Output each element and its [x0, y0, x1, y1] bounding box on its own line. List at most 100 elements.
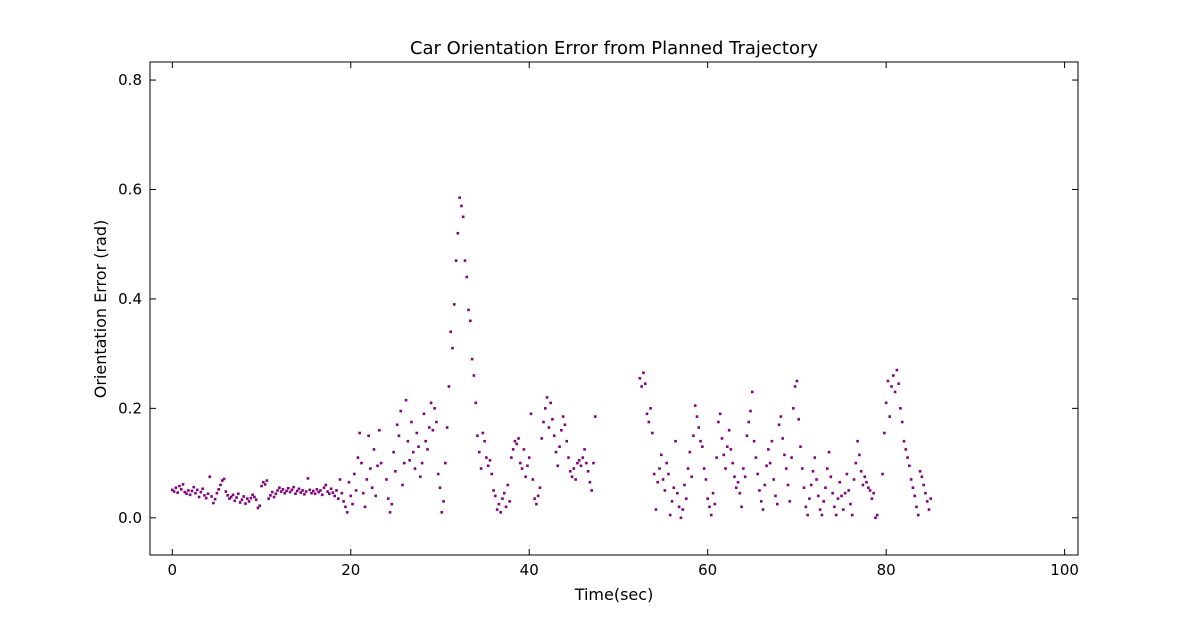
data-point: [551, 418, 554, 421]
data-point: [529, 412, 533, 416]
data-point: [924, 491, 927, 495]
data-point: [552, 434, 556, 438]
data-point: [445, 426, 449, 429]
data-point: [922, 483, 925, 487]
data-point: [370, 486, 374, 489]
data-point: [308, 488, 312, 492]
data-point: [761, 508, 765, 511]
data-point: [272, 495, 276, 499]
data-point: [831, 491, 834, 495]
data-point: [360, 461, 363, 465]
data-point: [875, 513, 879, 517]
plot-frame: [149, 61, 1079, 556]
data-point: [185, 492, 188, 496]
data-point: [485, 456, 488, 459]
data-point: [401, 483, 404, 487]
data-point: [547, 426, 551, 429]
data-point: [527, 456, 531, 459]
data-point: [913, 494, 917, 498]
data-point: [881, 472, 884, 476]
data-point: [374, 494, 378, 498]
data-point: [444, 461, 447, 465]
y-tick-label: 0.2: [118, 399, 142, 417]
data-point: [247, 500, 251, 503]
data-point: [815, 478, 818, 481]
data-point: [254, 498, 258, 502]
data-point: [502, 491, 506, 495]
data-point: [190, 489, 194, 493]
data-point: [440, 511, 444, 514]
data-point: [813, 456, 817, 459]
y-tick-label: 0.0: [118, 509, 142, 527]
data-point: [199, 490, 203, 494]
data-point: [233, 499, 237, 503]
data-point: [884, 401, 888, 405]
data-point: [411, 450, 415, 454]
data-point: [324, 483, 328, 487]
data-point: [701, 445, 704, 448]
data-point: [859, 469, 863, 473]
data-point: [843, 491, 847, 495]
data-point: [883, 431, 886, 435]
data-point: [481, 431, 485, 435]
data-point: [661, 478, 665, 481]
data-point: [178, 484, 181, 488]
data-point: [665, 461, 668, 465]
data-point: [504, 505, 508, 509]
data-point: [292, 485, 295, 489]
data-point: [775, 502, 779, 506]
data-point: [545, 396, 549, 399]
data-point: [658, 467, 661, 470]
data-point: [759, 500, 763, 503]
data-point: [863, 475, 867, 479]
data-point: [454, 259, 458, 262]
data-point: [588, 480, 592, 484]
y-tick-label: 0.8: [118, 71, 142, 89]
data-point: [242, 495, 245, 498]
data-point: [511, 448, 515, 451]
data-point: [572, 467, 576, 470]
data-point: [822, 500, 825, 503]
data-point: [868, 489, 872, 492]
data-point: [538, 486, 542, 489]
data-point: [742, 467, 745, 470]
data-point: [808, 497, 811, 500]
data-point: [640, 385, 643, 388]
data-point: [585, 461, 588, 465]
data-point: [317, 490, 320, 494]
data-point: [306, 477, 310, 480]
data-point: [817, 494, 820, 498]
data-point: [297, 487, 301, 491]
data-point: [278, 486, 281, 489]
data-point: [394, 469, 397, 473]
data-point: [592, 461, 595, 465]
data-point: [392, 450, 395, 454]
data-point: [415, 431, 419, 435]
data-point: [811, 469, 815, 473]
data-point: [174, 486, 178, 489]
data-point: [265, 479, 269, 482]
data-point: [197, 495, 201, 499]
data-point: [893, 390, 897, 394]
data-point: [258, 504, 262, 508]
data-point: [842, 508, 845, 511]
data-point: [774, 494, 777, 498]
data-point: [353, 472, 356, 476]
data-point: [895, 368, 899, 372]
data-point: [736, 480, 740, 484]
x-tick-label: 100: [1050, 561, 1079, 579]
data-point: [322, 486, 326, 489]
y-tick-label: 0.4: [118, 290, 142, 308]
data-point: [194, 491, 197, 495]
data-point: [838, 480, 842, 484]
y-tick-label: 0.6: [118, 180, 142, 198]
data-point: [213, 497, 217, 501]
data-point: [281, 488, 285, 491]
data-point: [229, 495, 233, 499]
data-point: [224, 490, 228, 493]
data-point: [577, 459, 581, 462]
data-point: [920, 475, 924, 479]
data-point: [438, 486, 442, 489]
data-point: [679, 516, 683, 520]
